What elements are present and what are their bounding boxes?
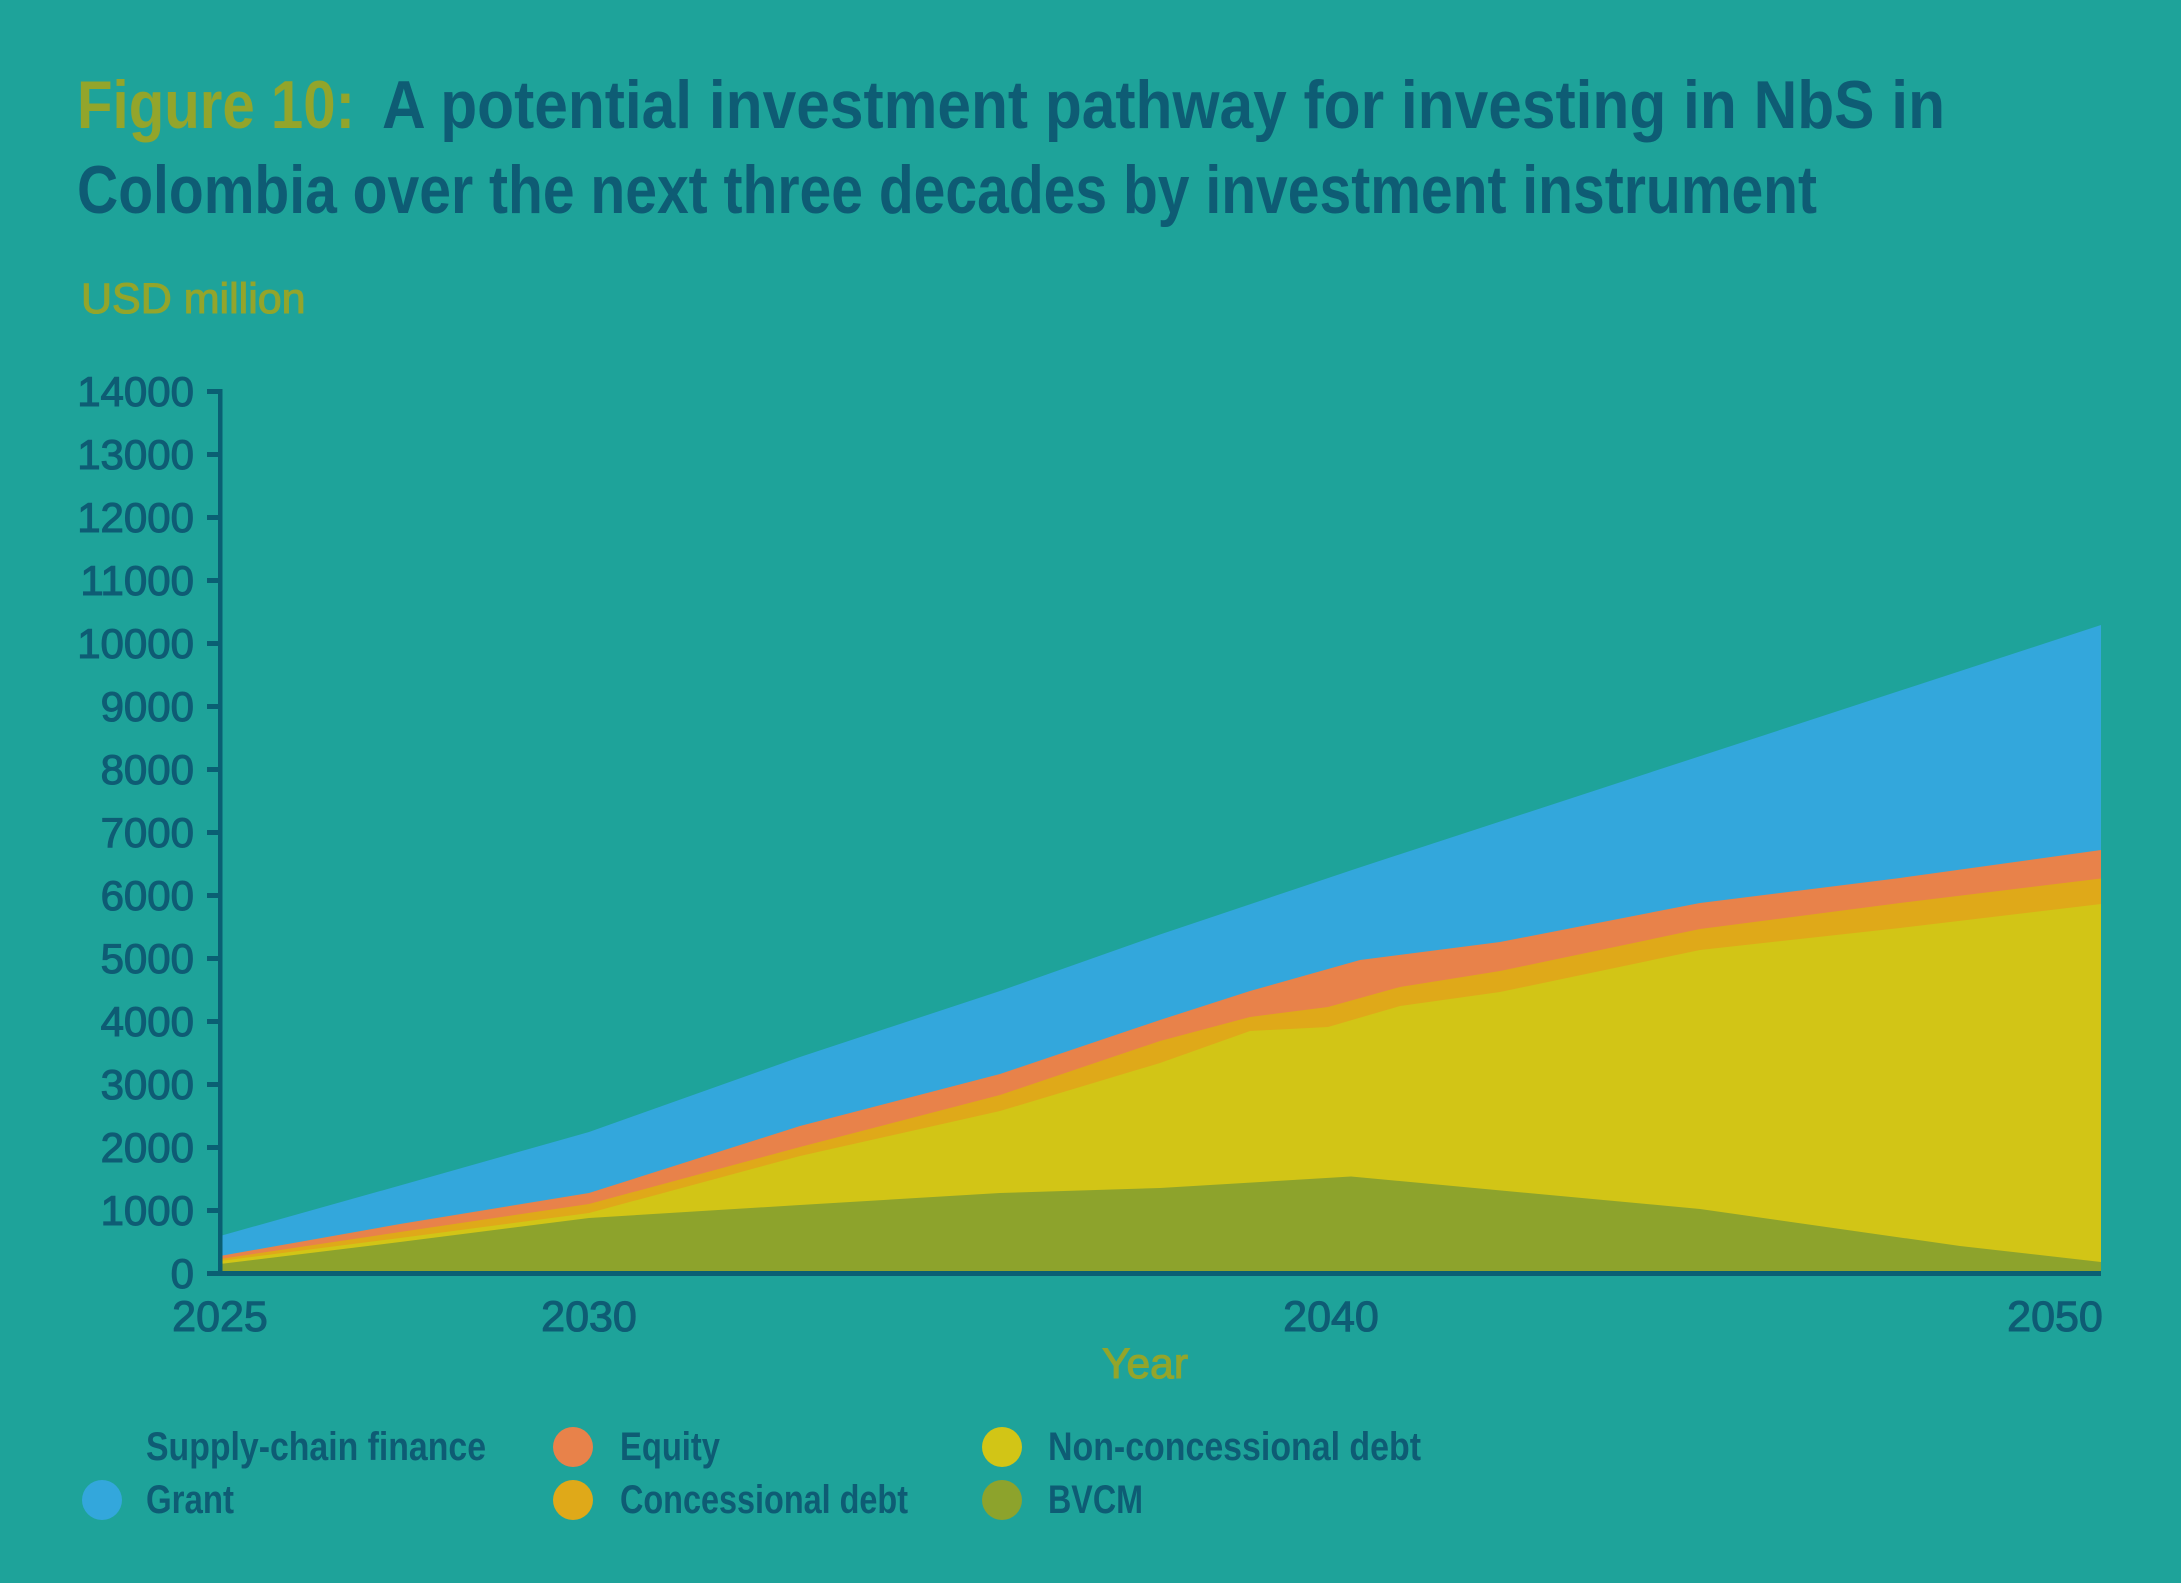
svg-text:6000: 6000	[101, 872, 194, 919]
svg-text:4000: 4000	[101, 998, 194, 1045]
svg-text:3000: 3000	[101, 1061, 194, 1108]
svg-text:Non-concessional debt: Non-concessional debt	[1048, 1425, 1421, 1469]
svg-text:5000: 5000	[101, 935, 194, 982]
svg-text:9000: 9000	[101, 683, 194, 730]
svg-text:11000: 11000	[80, 557, 194, 604]
svg-text:Colombia over the next three d: Colombia over the next three decades by …	[77, 152, 1817, 228]
svg-text:12000: 12000	[77, 494, 194, 541]
svg-text:2030: 2030	[541, 1293, 637, 1341]
svg-text:13000: 13000	[77, 431, 194, 478]
svg-text:2025: 2025	[172, 1293, 268, 1341]
svg-text:14000: 14000	[77, 368, 194, 415]
svg-text:2040: 2040	[1283, 1293, 1379, 1341]
svg-text:Concessional debt: Concessional debt	[620, 1478, 908, 1522]
svg-text:Supply-chain finance: Supply-chain finance	[146, 1425, 486, 1469]
svg-text:A potential investment pathway: A potential investment pathway for inves…	[382, 67, 1945, 143]
svg-text:Grant: Grant	[146, 1478, 234, 1522]
svg-text:7000: 7000	[101, 809, 194, 856]
svg-text:Equity: Equity	[620, 1425, 721, 1469]
svg-text:0: 0	[171, 1250, 194, 1297]
svg-text:USD million: USD million	[81, 275, 306, 323]
svg-text:Figure 10:: Figure 10:	[77, 67, 355, 143]
svg-text:2000: 2000	[101, 1124, 194, 1171]
svg-text:1000: 1000	[101, 1187, 194, 1234]
svg-text:BVCM: BVCM	[1048, 1478, 1143, 1522]
svg-text:2050: 2050	[2007, 1293, 2103, 1341]
svg-text:8000: 8000	[101, 746, 194, 793]
svg-text:Year: Year	[1102, 1340, 1188, 1388]
svg-text:10000: 10000	[77, 620, 194, 667]
